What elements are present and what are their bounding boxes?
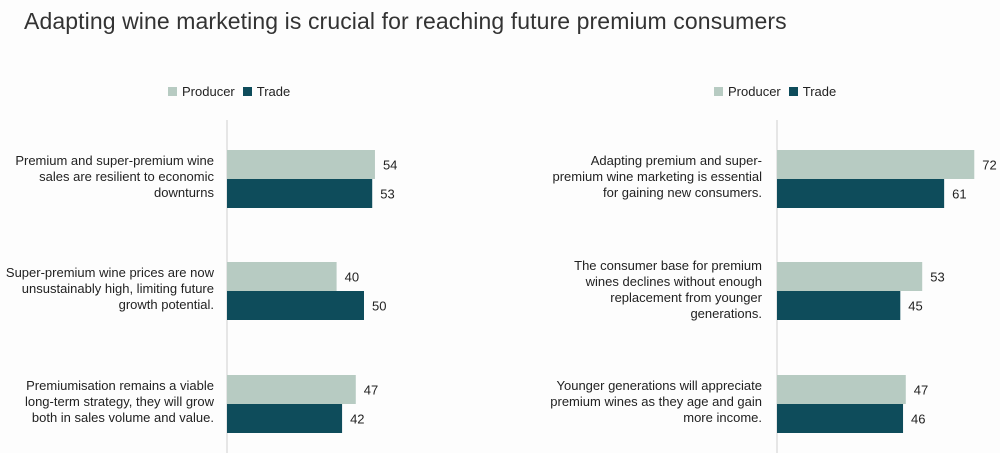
- category-label: Premiumisation remains a viable long-ter…: [24, 378, 214, 425]
- category-label: The consumer base for premium wines decl…: [574, 258, 762, 321]
- page-title: Adapting wine marketing is crucial for r…: [24, 8, 787, 34]
- data-label: 47: [364, 383, 378, 398]
- bar-producer: [227, 375, 356, 404]
- trade-swatch: [242, 87, 252, 96]
- bar-producer: [777, 375, 906, 404]
- bar-producer: [227, 262, 337, 291]
- data-label: 72: [982, 158, 996, 173]
- data-label: 53: [380, 187, 394, 202]
- bar-chart-right: 72 61 53 45 47 46: [776, 120, 997, 453]
- data-label: 45: [908, 299, 922, 314]
- legend-item-producer: Producer: [168, 84, 235, 99]
- bar-trade: [227, 404, 343, 433]
- data-label: 53: [930, 270, 944, 285]
- legend-label-producer: Producer: [182, 84, 235, 99]
- category-label: Younger generations will appreciate prem…: [550, 378, 762, 425]
- producer-swatch: [714, 87, 723, 96]
- trade-swatch: [788, 87, 798, 96]
- bar-producer: [777, 262, 923, 291]
- bar-producer: [227, 150, 375, 179]
- legend-left: Producer Trade: [168, 84, 290, 99]
- data-label: 61: [952, 187, 966, 202]
- bar-trade: [227, 179, 373, 208]
- bar-trade: [777, 291, 901, 320]
- data-label: 42: [350, 412, 364, 427]
- chart-panel-right: Adapting premium and super-premium wine …: [500, 120, 1000, 453]
- legend-label-trade: Trade: [256, 84, 291, 99]
- data-label: 47: [914, 383, 928, 398]
- category-label: Super-premium wine prices are now unsust…: [5, 265, 214, 312]
- legend-label-producer: Producer: [728, 84, 781, 99]
- data-label: 46: [911, 412, 925, 427]
- bar-producer: [777, 150, 975, 179]
- data-label: 50: [372, 299, 386, 314]
- legend-item-trade: Trade: [788, 84, 837, 99]
- chart-panel-left: Premium and super-premium wine sales are…: [0, 120, 500, 453]
- legend-label-trade: Trade: [802, 84, 837, 99]
- legend-item-trade: Trade: [242, 84, 291, 99]
- data-label: 40: [345, 270, 359, 285]
- bar-trade: [777, 404, 904, 433]
- bar-trade: [227, 291, 364, 320]
- legend-right: Producer Trade: [714, 84, 836, 99]
- producer-swatch: [168, 87, 177, 96]
- category-label: Adapting premium and super-premium wine …: [552, 153, 762, 200]
- bar-trade: [777, 179, 945, 208]
- category-label: Premium and super-premium wine sales are…: [15, 153, 214, 200]
- data-label: 54: [383, 158, 397, 173]
- legend-item-producer: Producer: [714, 84, 781, 99]
